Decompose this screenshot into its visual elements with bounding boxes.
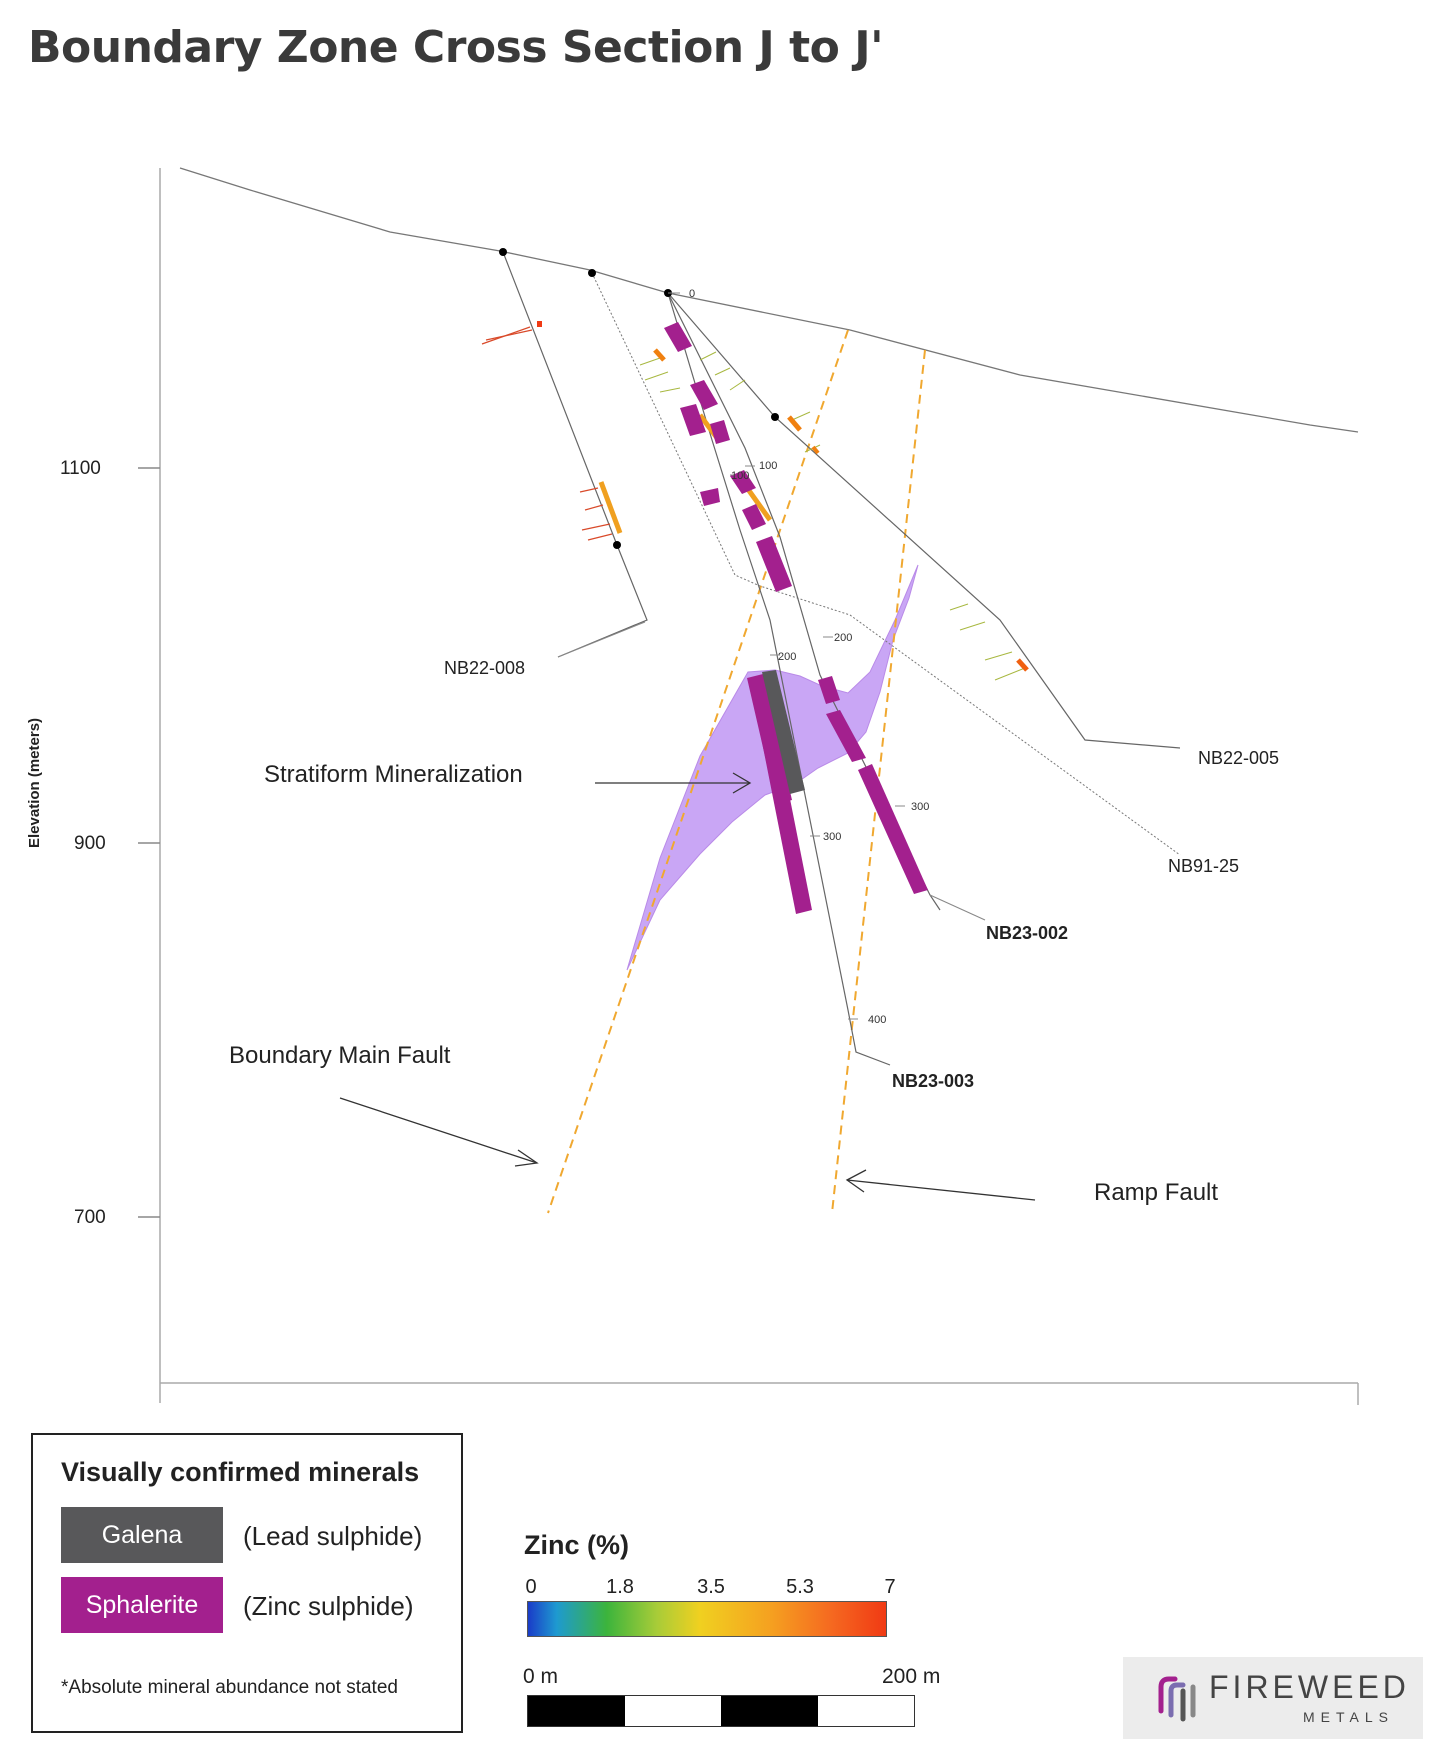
topography-line — [179, 167, 1359, 433]
zinc-color-bar — [527, 1601, 887, 1637]
nb22-008-leader — [557, 621, 646, 658]
depth-label-100-nb22-005: 100 — [759, 460, 777, 472]
collar-nb91-25 — [588, 269, 596, 277]
drillhole-nb23-002-trace — [667, 292, 941, 911]
y-tick-label-1100: 1100 — [60, 458, 101, 479]
galena-swatch: Galena — [61, 1507, 223, 1563]
stratiform-annotation: Stratiform Mineralization — [264, 761, 523, 788]
fireweed-logo-icon — [1158, 1676, 1196, 1722]
assay-histogram-nb23 — [639, 351, 1026, 681]
boundary-main-fault — [547, 329, 849, 1214]
zinc-tick-1-8: 1.8 — [606, 1576, 634, 1598]
zinc-interval-5 — [811, 445, 820, 455]
depth-label-200-nb23-003: 200 — [778, 651, 796, 663]
legend-title: Visually confirmed minerals — [61, 1457, 420, 1487]
boundary-fault-arrow — [339, 1097, 538, 1164]
depth-label-200-nb22-005: 200 — [834, 632, 852, 644]
marker-nb22-008 — [613, 541, 621, 549]
nb23-002-leader — [929, 894, 986, 921]
legend-note: *Absolute mineral abundance not stated — [61, 1677, 398, 1698]
scale-bar — [527, 1695, 915, 1727]
depth-label-300-nb23-003: 300 — [823, 831, 841, 843]
ramp-fault-arrow — [846, 1179, 1036, 1201]
zinc-tick-7: 7 — [884, 1576, 896, 1598]
ramp-fault-annotation: Ramp Fault — [1094, 1179, 1218, 1206]
mineral-legend: Visually confirmed minerals Galena (Lead… — [31, 1433, 463, 1733]
depth-label-0: 0 — [689, 288, 695, 300]
depth-label-300-nb23-002: 300 — [911, 801, 929, 813]
ramp-fault-arrowhead — [845, 1169, 867, 1193]
zinc-scale-title: Zinc (%) — [524, 1530, 629, 1560]
zinc-interval-4 — [787, 415, 802, 432]
drillhole-label-nb91-25: NB91-25 — [1168, 856, 1239, 876]
assay-bar-nb22-008-top — [537, 321, 542, 327]
drillhole-nb22-008-trace — [502, 251, 648, 658]
drillhole-nb22-005-trace — [667, 292, 1181, 749]
logo-wordmark: FIREWEED — [1209, 1669, 1410, 1705]
zinc-tick-5-3: 5.3 — [786, 1576, 814, 1598]
y-axis-label: Elevation (meters) — [26, 718, 43, 848]
assay-histogram-nb22-008 — [481, 326, 613, 541]
scale-bar-left-label: 0 m — [523, 1665, 559, 1688]
zinc-tick-0: 0 — [525, 1576, 537, 1598]
zinc-interval-nb22-008 — [598, 481, 623, 534]
zinc-tick-3-5: 3.5 — [697, 1576, 725, 1598]
drillhole-label-nb23-002: NB23-002 — [986, 923, 1068, 943]
cross-section-diagram: 1100 900 700 Elevation (meters) — [26, 167, 1359, 1405]
depth-label-100-nb23: 100 — [731, 470, 749, 482]
drillhole-nb23-003-trace — [667, 292, 891, 1066]
drillhole-nb91-25-trace — [591, 272, 1181, 856]
company-logo: FIREWEED METALS — [1123, 1657, 1423, 1739]
drillhole-label-nb22-005: NB22-005 — [1198, 748, 1279, 768]
sphalerite-intervals — [664, 322, 928, 914]
stratiform-arrowhead — [732, 772, 752, 794]
boundary-fault-arrowhead — [514, 1149, 539, 1167]
marker-nb22-005 — [771, 413, 779, 421]
sphalerite-swatch: Sphalerite — [61, 1577, 223, 1633]
zinc-interval-6 — [1016, 658, 1029, 672]
y-tick-label-900: 900 — [74, 833, 106, 854]
collar-nb22-008 — [499, 248, 507, 256]
scale-bar-right-label: 200 m — [882, 1665, 941, 1688]
logo-subtitle: METALS — [1303, 1709, 1394, 1725]
page-title: Boundary Zone Cross Section J to J' — [28, 22, 884, 73]
boundary-fault-annotation: Boundary Main Fault — [229, 1042, 451, 1069]
drillhole-label-nb22-008: NB22-008 — [444, 658, 525, 678]
drillhole-label-nb23-003: NB23-003 — [892, 1071, 974, 1091]
sphalerite-description: (Zinc sulphide) — [243, 1591, 414, 1621]
galena-interval — [762, 670, 805, 794]
galena-description: (Lead sulphide) — [243, 1521, 423, 1551]
depth-label-400: 400 — [868, 1014, 886, 1026]
y-tick-label-700: 700 — [74, 1207, 106, 1228]
zinc-interval-1 — [653, 348, 666, 362]
ramp-fault — [831, 349, 926, 1214]
